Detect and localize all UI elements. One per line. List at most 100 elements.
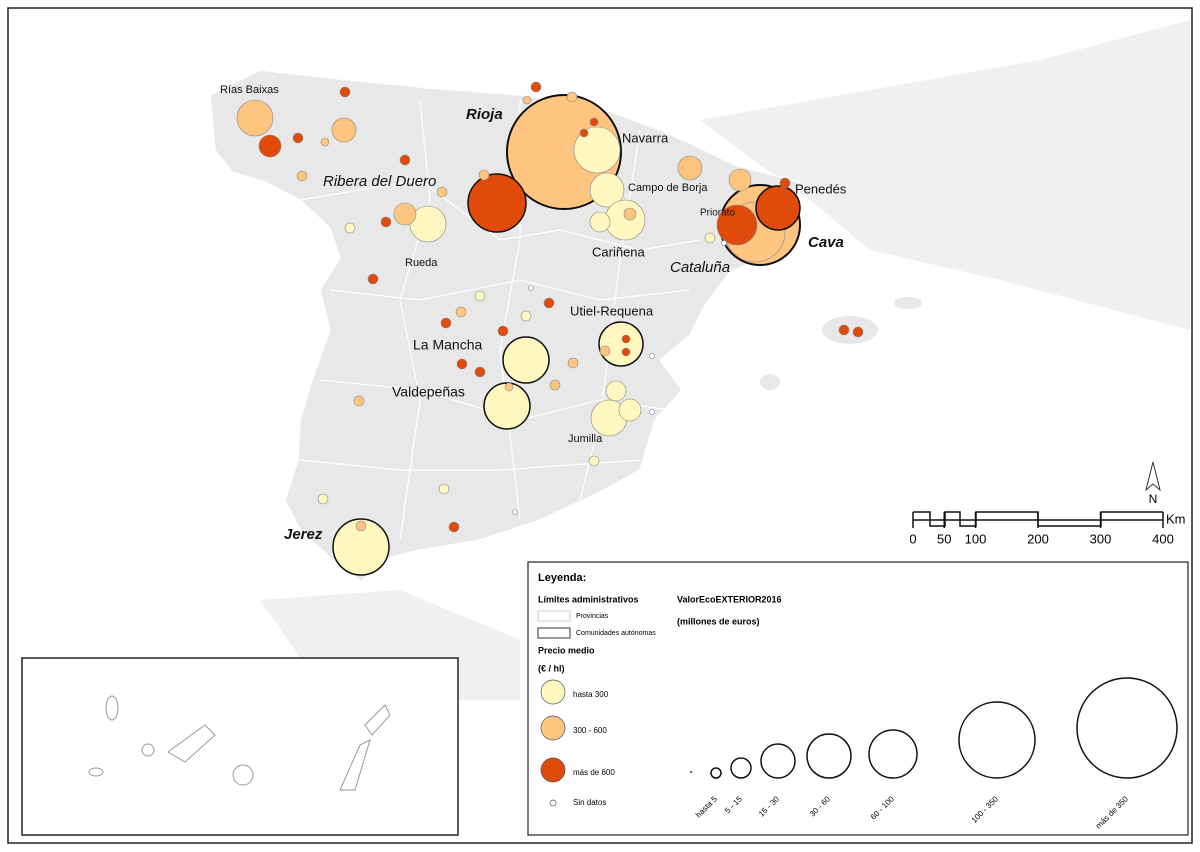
- legend-color-label: 300 - 600: [573, 726, 607, 735]
- legend-heading: (millones de euros): [677, 616, 760, 626]
- region-circle: [623, 207, 637, 221]
- region-circle: [296, 170, 308, 182]
- scale-unit: Km: [1166, 511, 1186, 526]
- region-circle: [621, 347, 631, 357]
- region-circle: [399, 154, 411, 166]
- wine-regions: [108, 81, 864, 768]
- region-label: Cariñena: [592, 244, 646, 259]
- region-circle: [317, 493, 329, 505]
- region-circle: [436, 186, 448, 198]
- region-label: Campo de Borja: [628, 182, 708, 194]
- region-circle: [467, 173, 527, 233]
- region-circle: [353, 395, 365, 407]
- legend-color-label: Sin datos: [573, 798, 606, 807]
- region-label: Jumilla: [568, 433, 603, 445]
- scale-label: 0: [909, 531, 916, 546]
- legend-size-swatch: [806, 733, 852, 779]
- legend-swatch: [537, 627, 571, 639]
- legend-size-swatch: [958, 701, 1036, 779]
- region-circle: [852, 326, 864, 338]
- region-circle: [528, 285, 534, 291]
- legend-size-swatch: [710, 767, 722, 779]
- region-label: Priorato: [700, 208, 735, 219]
- region-label: Rioja: [466, 106, 503, 123]
- north-label: N: [1149, 492, 1158, 506]
- region-label: Penedés: [795, 181, 847, 196]
- north-arrow: [1145, 461, 1161, 492]
- region-circle: [456, 358, 468, 370]
- region-circle: [589, 117, 599, 127]
- legend-color-label: hasta 300: [573, 690, 609, 699]
- legend-size-swatch: [1076, 677, 1178, 779]
- legend-heading: (€ / hl): [538, 663, 565, 673]
- canary-islands: [88, 695, 391, 791]
- legend-color-label: más de 600: [573, 768, 615, 777]
- region-label: Valdepeñas: [392, 384, 465, 400]
- scale-bar: 0 50 100 200 300 400 Km: [909, 511, 1186, 546]
- region-circle: [497, 325, 509, 337]
- region-circle: [339, 86, 351, 98]
- region-label: La Mancha: [413, 337, 482, 353]
- region-circle: [677, 155, 703, 181]
- region-circle: [530, 81, 542, 93]
- region-circle: [779, 177, 791, 189]
- region-circle: [455, 306, 467, 318]
- region-label: Jerez: [284, 526, 323, 543]
- region-circle: [589, 172, 625, 208]
- region-circle: [543, 297, 555, 309]
- canary-inset: [21, 657, 459, 836]
- region-label: Utiel-Requena: [570, 303, 654, 318]
- region-circle: [728, 168, 752, 192]
- france: [700, 20, 1190, 330]
- scale-label: 200: [1027, 531, 1049, 546]
- legend-title: Leyenda:: [538, 572, 586, 584]
- mallorca: [822, 316, 878, 344]
- legend-box: [527, 561, 1189, 836]
- region-circle: [599, 345, 611, 357]
- region-circle: [367, 273, 379, 285]
- region-circle: [522, 95, 532, 105]
- scale-label: 400: [1152, 531, 1174, 546]
- region-circle: [598, 321, 644, 367]
- region-circle: [344, 222, 356, 234]
- region-circle: [380, 216, 392, 228]
- legend: Leyenda: Límites administrativos Provinc…: [537, 572, 1178, 830]
- region-circle: [716, 204, 758, 246]
- scale-label: 300: [1090, 531, 1112, 546]
- legend-item: Comunidades autónomas: [576, 630, 656, 637]
- region-circle: [618, 398, 642, 422]
- region-circle: [589, 211, 611, 233]
- region-circle: [320, 137, 330, 147]
- scale-label: 100: [965, 531, 987, 546]
- legend-heading: Límites administrativos: [538, 594, 639, 604]
- region-circle: [566, 91, 578, 103]
- province-borders: [299, 99, 701, 541]
- region-circle: [512, 509, 518, 515]
- region-circle: [755, 185, 801, 231]
- region-circle: [438, 483, 450, 495]
- region-circle: [440, 317, 452, 329]
- region-label: Rías Baixas: [220, 84, 279, 96]
- legend-size-swatch: [730, 757, 752, 779]
- region-circle: [604, 199, 646, 241]
- region-circle: [649, 409, 655, 415]
- region-circle: [549, 379, 561, 391]
- menorca: [894, 297, 922, 309]
- scale-bar-segments: [913, 511, 1163, 527]
- region-circle: [567, 357, 579, 369]
- region-circle: [838, 324, 850, 336]
- legend-size-swatch: [690, 771, 692, 773]
- region-circle: [292, 132, 304, 144]
- legend-item: Provincias: [576, 613, 609, 620]
- region-label: Rueda: [405, 257, 438, 269]
- region-circle: [605, 380, 627, 402]
- region-circle: [332, 518, 390, 576]
- region-label: Cataluña: [670, 259, 730, 276]
- region-circle: [258, 134, 282, 158]
- region-circle: [721, 240, 727, 246]
- region-labels: Rías Baixas Rioja Navarra Ribera del Duero C…: [220, 84, 847, 543]
- region-circle: [649, 353, 655, 359]
- legend-color-swatch: [540, 715, 566, 741]
- region-circle: [621, 334, 631, 344]
- region-circle: [393, 202, 417, 226]
